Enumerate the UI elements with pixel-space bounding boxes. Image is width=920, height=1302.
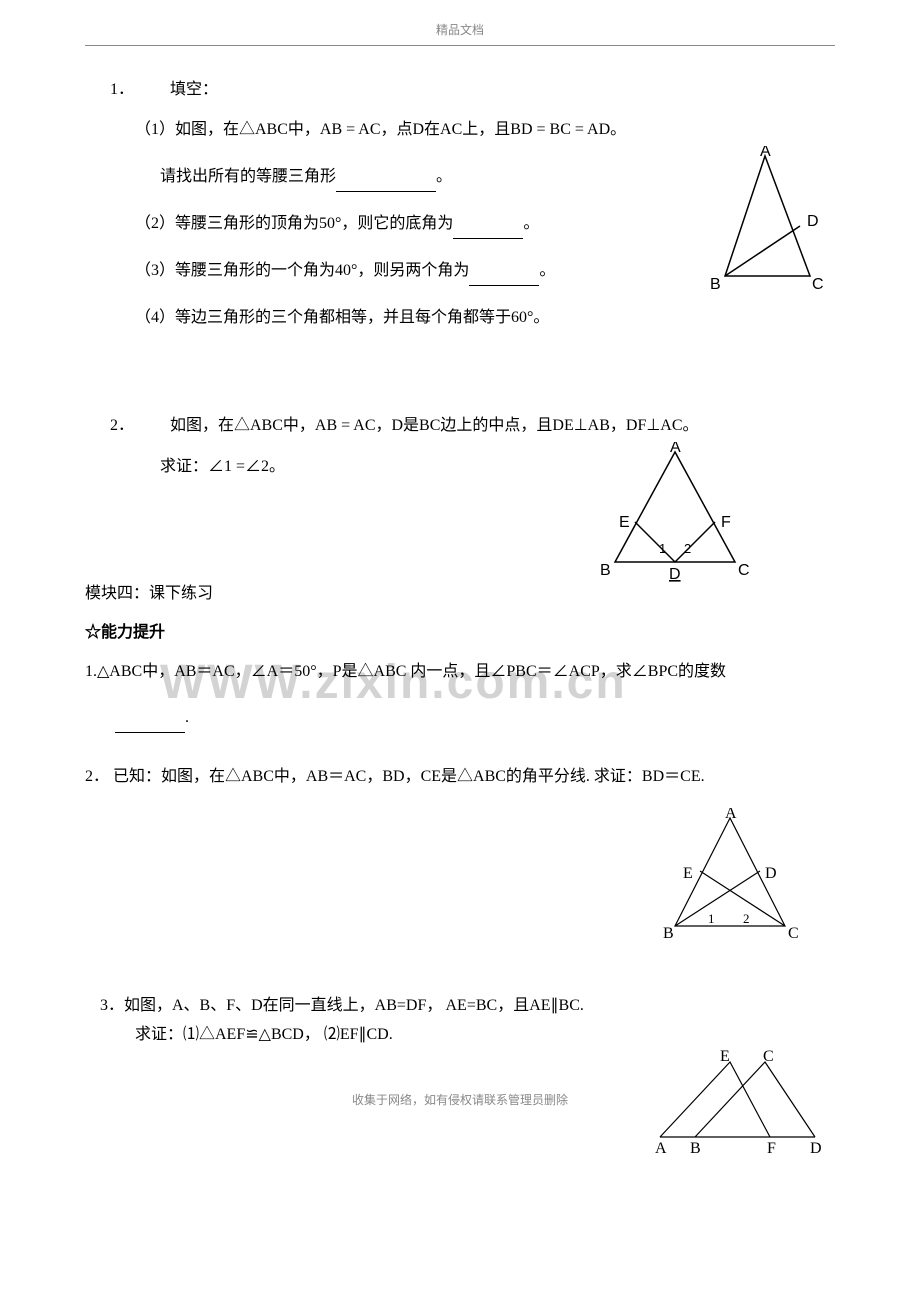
figure-4: A B F D E C bbox=[650, 1047, 825, 1157]
fig4-label-F: F bbox=[767, 1140, 776, 1157]
q1-title: 填空： bbox=[170, 81, 218, 98]
q1-sub1end: 。 bbox=[436, 168, 452, 185]
q2-number: 2． bbox=[110, 412, 150, 441]
fig4-label-C: C bbox=[763, 1048, 774, 1065]
q1-sub1: （1）如图，在△ABC中，AB = AC，点D在AC上，且BD = BC = A… bbox=[135, 121, 626, 138]
figure-3: A B C D E 1 2 bbox=[655, 808, 805, 943]
figure-3-container: A B C D E 1 2 bbox=[655, 808, 805, 954]
fig2-label-2: 2 bbox=[684, 541, 691, 556]
q1-sub1b: 请找出所有的等腰三角形 bbox=[160, 168, 336, 185]
figure-1-container: A B C D bbox=[710, 146, 825, 307]
module4-subtitle: ☆能力提升 bbox=[85, 619, 835, 648]
fig3-label-1: 1 bbox=[708, 911, 715, 926]
problem-3: A B F D E C 3．如图，A、B、F、D在同一直线上，AB=DF， AE… bbox=[85, 992, 835, 1050]
q1-sub3: （3）等腰三角形的一个角为40°，则另两个角为 bbox=[135, 262, 469, 279]
figure-4-container: A B F D E C bbox=[650, 1047, 825, 1168]
fig4-label-D: D bbox=[810, 1140, 822, 1157]
blank-1 bbox=[336, 174, 436, 192]
fig2-label-E: E bbox=[619, 514, 630, 531]
fig2-label-F: F bbox=[721, 514, 731, 531]
fig1-label-B: B bbox=[710, 276, 721, 293]
blank-4 bbox=[115, 715, 185, 733]
p1-line1: 1.△ABC中，AB＝AC，∠A＝50°，P是△ABC 内一点，且∠PBC＝∠A… bbox=[85, 658, 835, 687]
fig3-label-D: D bbox=[765, 865, 777, 882]
fig1-label-D: D bbox=[807, 213, 819, 230]
q1-sub2end: 。 bbox=[523, 215, 539, 232]
fig2-label-C: C bbox=[738, 562, 750, 579]
fig2-label-A: A bbox=[670, 442, 681, 456]
question-1: A B C D 1． 填空： （1）如图，在△ABC中，AB = AC，点D在A… bbox=[85, 76, 835, 333]
q1-sub4: （4）等边三角形的三个角都相等，并且每个角都等于60°。 bbox=[135, 309, 549, 326]
fig2-label-D: D bbox=[669, 566, 681, 582]
fig1-label-A: A bbox=[760, 146, 771, 160]
fig1-label-C: C bbox=[812, 276, 824, 293]
fig3-label-A: A bbox=[725, 808, 737, 822]
p3-line1: 3．如图，A、B、F、D在同一直线上，AB=DF， AE=BC，且AE∥BC. bbox=[100, 992, 835, 1021]
p3-line2: 求证：⑴△AEF≌△BCD， ⑵EF∥CD. bbox=[135, 1021, 835, 1050]
blank-2 bbox=[453, 221, 523, 239]
figure-2-container: A B C D E F 1 2 bbox=[595, 442, 765, 593]
fig4-label-E: E bbox=[720, 1048, 730, 1065]
fig3-label-E: E bbox=[683, 865, 693, 882]
fig3-label-B: B bbox=[663, 925, 674, 942]
blank-3 bbox=[469, 268, 539, 286]
fig2-label-B: B bbox=[600, 562, 611, 579]
q2-title: 如图，在△ABC中，AB = AC，D是BC边上的中点，且DE⊥AB，DF⊥AC… bbox=[170, 417, 699, 434]
q1-sub2: （2）等腰三角形的顶角为50°，则它的底角为 bbox=[135, 215, 453, 232]
q2-sub: 求证：∠1 =∠2。 bbox=[160, 458, 285, 475]
q1-sub3end: 。 bbox=[539, 262, 555, 279]
p2-line1: 2． 已知：如图，在△ABC中，AB＝AC，BD，CE是△ABC的角平分线. 求… bbox=[85, 763, 835, 792]
fig2-label-1: 1 bbox=[659, 541, 666, 556]
problem-2: A B C D E 1 2 2． 已知：如图，在△ABC中，AB＝AC，BD，C… bbox=[85, 763, 835, 962]
problem-1: 1.△ABC中，AB＝AC，∠A＝50°，P是△ABC 内一点，且∠PBC＝∠A… bbox=[85, 658, 835, 734]
fig3-label-C: C bbox=[788, 925, 799, 942]
fig3-label-2: 2 bbox=[743, 911, 750, 926]
fig4-label-B: B bbox=[690, 1140, 701, 1157]
q1-number: 1． bbox=[110, 76, 150, 105]
header-text: 精品文档 bbox=[85, 20, 835, 46]
main-content: A B C D 1． 填空： （1）如图，在△ABC中，AB = AC，点D在A… bbox=[85, 76, 835, 1112]
question-2: A B C D E F 1 2 2． 如图，在△ABC中，AB = AC，D是B… bbox=[85, 412, 835, 560]
fig4-label-A: A bbox=[655, 1140, 667, 1157]
figure-2: A B C D E F 1 2 bbox=[595, 442, 765, 582]
p1-line2: . bbox=[185, 709, 189, 726]
figure-1: A B C D bbox=[710, 146, 825, 296]
